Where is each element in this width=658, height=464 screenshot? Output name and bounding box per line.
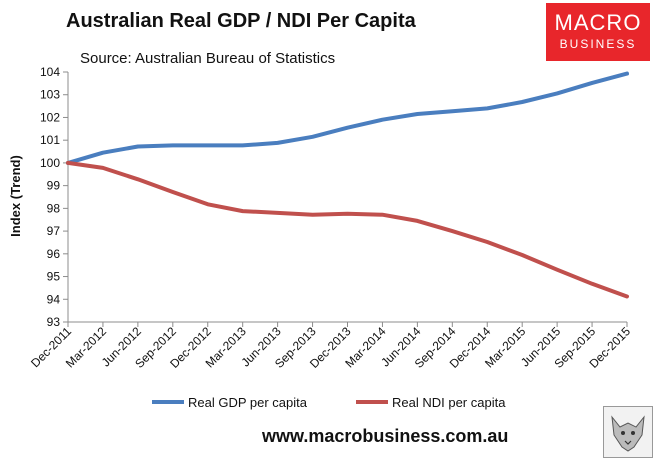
y-tick-label: 100 xyxy=(40,156,60,170)
y-tick-label: 94 xyxy=(47,292,61,306)
y-tick-label: 101 xyxy=(40,133,60,147)
y-tick-label: 98 xyxy=(47,201,61,215)
y-tick-label: 102 xyxy=(40,110,60,124)
series-line-gdp xyxy=(66,71,629,165)
y-tick-label: 95 xyxy=(47,270,61,284)
y-tick-label: 103 xyxy=(40,88,60,102)
macrobusiness-logo: MACRO BUSINESS xyxy=(546,3,650,61)
wolf-icon xyxy=(603,406,653,458)
chart-axes: 93949596979899100101102103104Dec-2011Mar… xyxy=(28,65,633,371)
y-tick-label: 93 xyxy=(47,315,61,329)
chart-source: Source: Australian Bureau of Statistics xyxy=(80,50,336,67)
logo-line2: BUSINESS xyxy=(559,37,637,51)
legend-label: Real NDI per capita xyxy=(392,395,506,410)
chart-legend: Real GDP per capita Real NDI per capita xyxy=(152,395,506,410)
y-tick-label: 99 xyxy=(47,179,61,193)
y-tick-label: 96 xyxy=(47,247,61,261)
y-tick-label: 104 xyxy=(40,65,60,79)
logo-line1: MACRO xyxy=(554,10,642,35)
y-axis-label: Index (Trend) xyxy=(8,155,23,237)
website-url: www.macrobusiness.com.au xyxy=(262,426,509,446)
series-line-ndi xyxy=(66,160,629,299)
legend-label: Real GDP per capita xyxy=(188,395,308,410)
chart-title: Australian Real GDP / NDI Per Capita xyxy=(66,10,416,32)
y-tick-label: 97 xyxy=(47,224,61,238)
chart-lines xyxy=(66,71,629,299)
